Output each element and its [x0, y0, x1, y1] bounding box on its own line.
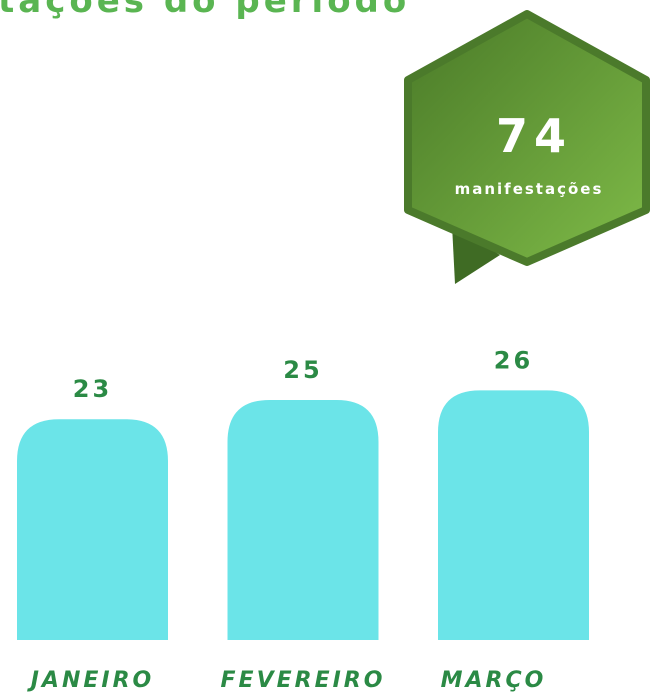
total-label: manifestações: [455, 180, 604, 198]
bar: [17, 419, 168, 640]
chart-title: tações do período: [0, 0, 410, 21]
value-label: 23: [73, 375, 112, 403]
x-tick-label: MARÇO: [441, 668, 547, 693]
total-badge: 74 manifestações: [404, 10, 650, 284]
value-label: 26: [494, 346, 533, 374]
badge-tail: [452, 225, 500, 284]
bar: [227, 400, 379, 640]
total-value: 74: [496, 109, 572, 163]
x-tick-label: FEVEREIRO: [221, 668, 386, 693]
bar: [438, 390, 589, 640]
badge-hexagon: [404, 10, 650, 266]
value-label: 25: [283, 356, 322, 384]
x-tick-label: JANEIRO: [27, 668, 154, 693]
